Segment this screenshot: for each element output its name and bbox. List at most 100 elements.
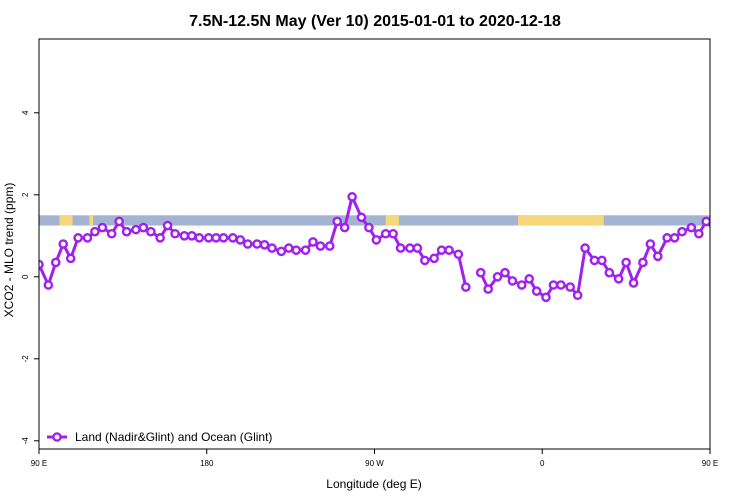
data-point xyxy=(461,282,471,292)
data-point xyxy=(453,249,464,260)
data-point xyxy=(106,228,117,239)
data-point xyxy=(179,230,190,241)
data-point xyxy=(114,216,124,227)
data-point xyxy=(138,222,149,233)
data-point xyxy=(339,222,350,233)
data-point xyxy=(242,239,253,249)
data-point xyxy=(736,228,743,235)
data-point xyxy=(356,212,367,223)
data-point xyxy=(155,233,165,243)
data-point xyxy=(548,280,559,290)
data-point xyxy=(531,286,542,296)
data-point xyxy=(556,280,566,290)
data-point xyxy=(694,228,704,239)
land-ocean-strip xyxy=(39,215,749,226)
data-point xyxy=(332,216,343,227)
data-point xyxy=(516,280,527,290)
x-tick-label: 0 xyxy=(540,459,545,468)
data-point xyxy=(194,233,205,243)
x-tick-label: 90 E xyxy=(702,459,718,468)
data-point xyxy=(727,224,734,231)
data-point xyxy=(604,267,615,278)
data-point xyxy=(589,255,600,266)
data-point xyxy=(228,233,238,243)
x-axis-label: Longitude (deg E) xyxy=(326,477,421,491)
data-point xyxy=(638,257,648,268)
land-band xyxy=(59,215,73,226)
data-point xyxy=(58,239,69,249)
data-point xyxy=(315,241,326,251)
data-point xyxy=(420,255,430,266)
data-point xyxy=(211,233,221,243)
data-point xyxy=(203,233,214,243)
land-band xyxy=(738,215,749,225)
data-point xyxy=(744,234,750,241)
data-point xyxy=(65,253,76,264)
data-point xyxy=(388,228,398,239)
y-tick-label: 2 xyxy=(21,192,30,197)
data-point xyxy=(187,230,197,241)
data-point xyxy=(267,243,277,253)
data-point xyxy=(146,226,156,237)
data-point xyxy=(43,280,54,290)
data-point xyxy=(121,226,132,237)
x-tick-label: 90 W xyxy=(365,459,384,468)
data-point xyxy=(291,245,302,255)
data-point xyxy=(662,233,672,243)
data-point xyxy=(252,239,262,249)
data-point xyxy=(701,216,710,227)
y-tick-label: -4 xyxy=(21,437,30,445)
data-point xyxy=(492,271,503,282)
data-point xyxy=(436,245,447,255)
x-tick-label: 90 E xyxy=(31,459,47,468)
data-point xyxy=(347,192,357,202)
data-point xyxy=(613,274,624,284)
y-tick-label: 4 xyxy=(21,110,30,115)
chart-title: 7.5N-12.5N May (Ver 10) 2015-01-01 to 20… xyxy=(189,13,561,30)
land-band xyxy=(385,215,399,226)
data-point xyxy=(405,243,415,253)
data-point xyxy=(395,243,406,253)
data-point xyxy=(235,235,246,245)
data-point xyxy=(507,276,518,286)
series-lines xyxy=(39,192,710,300)
data-point xyxy=(364,222,374,233)
data-point xyxy=(131,224,141,235)
data-point xyxy=(50,257,61,268)
data-point xyxy=(677,226,687,237)
data-point xyxy=(653,251,663,262)
data-point xyxy=(429,253,439,264)
series-points xyxy=(39,192,750,303)
data-point xyxy=(500,267,510,278)
y-axis: -4 -2 0 2 4 xyxy=(21,110,39,444)
data-point xyxy=(621,257,631,268)
y-axis-label: XCO2 - MLO trend (ppm) xyxy=(2,183,16,318)
legend-label: Land (Nadir&Glint) and Ocean (Glint) xyxy=(75,430,272,444)
data-point xyxy=(371,235,382,245)
data-point xyxy=(380,228,391,239)
series-line xyxy=(39,192,468,290)
data-point xyxy=(308,237,318,247)
legend-marker xyxy=(52,432,62,442)
y-tick-label: 0 xyxy=(21,274,30,279)
x-axis: 90 E 180 90 W 0 90 E xyxy=(31,449,718,468)
data-point xyxy=(524,274,535,284)
data-point xyxy=(300,245,311,255)
data-point xyxy=(259,240,270,250)
data-point xyxy=(218,233,229,243)
data-point xyxy=(82,233,93,243)
data-point xyxy=(412,243,423,253)
data-point xyxy=(162,220,173,231)
data-point xyxy=(483,284,493,294)
data-point xyxy=(90,226,100,237)
data-point xyxy=(628,278,639,288)
data-point xyxy=(324,241,335,251)
data-point xyxy=(170,228,180,239)
data-point xyxy=(73,233,83,243)
data-point xyxy=(712,228,719,235)
data-point xyxy=(719,228,726,235)
data-point xyxy=(97,222,108,233)
data-point xyxy=(597,255,607,266)
land-band xyxy=(518,215,604,226)
x-tick-label: 180 xyxy=(200,459,214,468)
